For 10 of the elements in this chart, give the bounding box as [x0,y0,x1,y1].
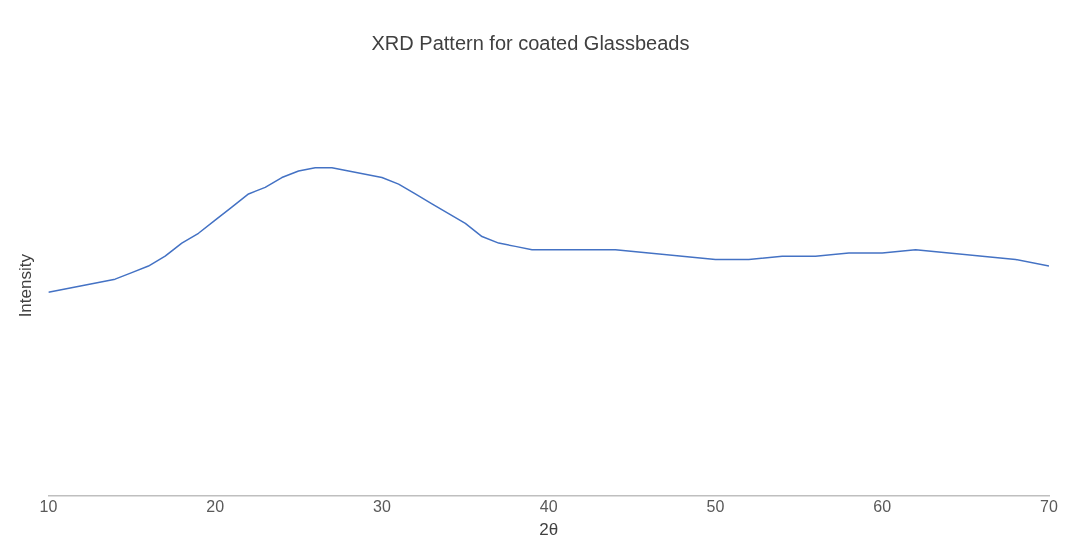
x-tick-label: 60 [873,498,892,516]
x-axis-title: 2θ [539,520,559,540]
x-tick-label: 40 [539,498,558,516]
x-tick-label: 20 [206,498,225,516]
y-axis-title: Intensity [15,253,35,318]
x-tick-label: 30 [373,498,391,516]
x-tick-label: 50 [706,498,725,516]
x-tick-label: 70 [1040,498,1058,516]
x-tick-label: 10 [39,498,58,516]
chart-title: XRD Pattern for coated Glassbeads [371,31,690,54]
